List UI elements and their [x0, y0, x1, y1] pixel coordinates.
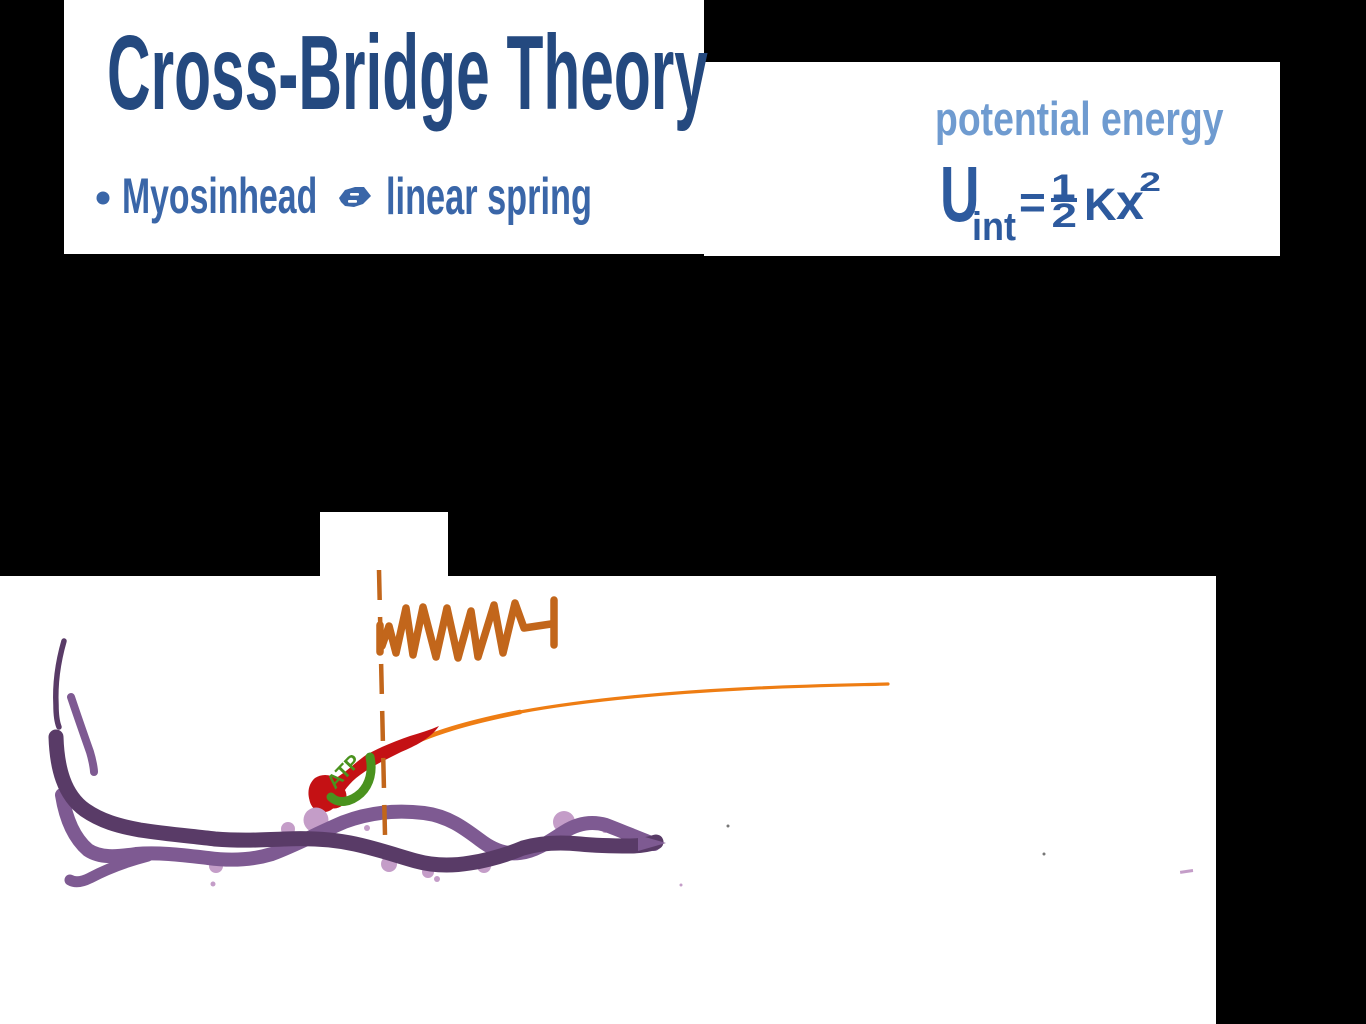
- svg-text:potential energy: potential energy: [935, 93, 1224, 145]
- svg-text:int: int: [972, 205, 1016, 249]
- svg-text:U: U: [940, 150, 980, 238]
- svg-text:=: =: [1019, 176, 1046, 228]
- svg-text:K: K: [1084, 179, 1117, 230]
- svg-text:linear spring: linear spring: [386, 168, 592, 226]
- svg-text:2: 2: [1139, 168, 1161, 198]
- svg-text:2: 2: [1052, 196, 1078, 235]
- svg-text:Cross-Bridge Theory: Cross-Bridge Theory: [107, 14, 708, 132]
- svg-text:Myosinhead: Myosinhead: [122, 168, 317, 224]
- svg-text:x: x: [1116, 174, 1144, 230]
